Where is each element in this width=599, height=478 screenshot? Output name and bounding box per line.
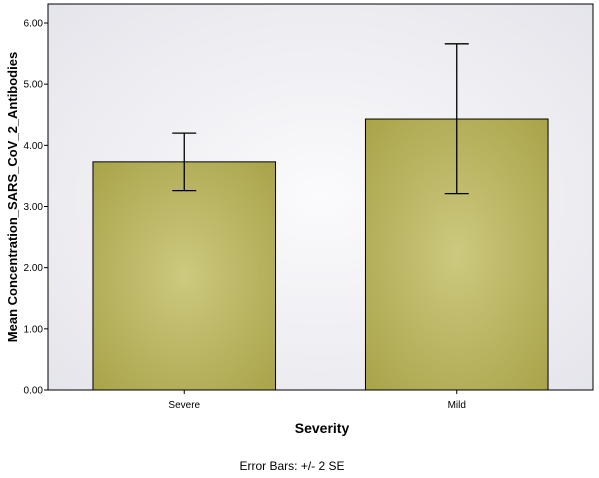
bars (92, 118, 549, 391)
y-tick-label: 2.00 (24, 263, 44, 274)
y-tick-label: 5.00 (24, 80, 44, 91)
error-bars-note: Error Bars: +/- 2 SE (239, 459, 344, 473)
y-tick-label: 1.00 (24, 324, 44, 335)
y-tick-label: 0.00 (24, 386, 44, 397)
x-tick-label: Severe (168, 400, 200, 411)
y-tick-label: 3.00 (24, 202, 44, 213)
x-tick-label: Mild (448, 400, 466, 411)
bar-severe (92, 161, 277, 391)
y-axis: 0.00 1.00 2.00 3.00 4.00 5.00 6.00 (24, 19, 48, 397)
y-axis-title: Mean Concentration_SARS_CoV_2_Antibodies (5, 52, 20, 342)
x-axis: Severe Mild (168, 390, 466, 411)
error-bars (172, 43, 469, 195)
y-tick-label: 4.00 (24, 141, 44, 152)
x-axis-title: Severity (295, 420, 350, 436)
y-tick-label: 6.00 (24, 19, 44, 30)
